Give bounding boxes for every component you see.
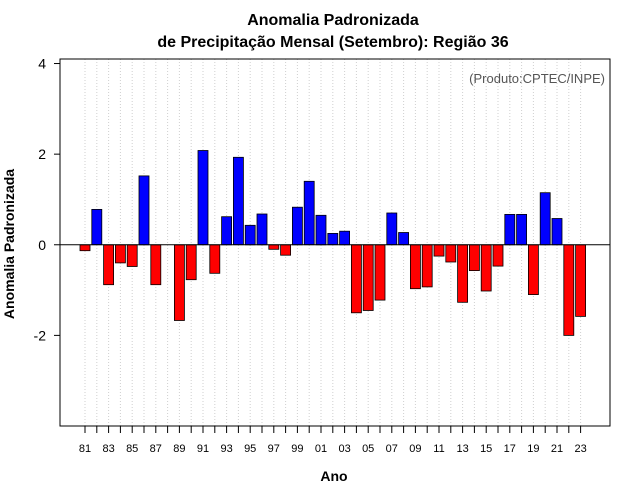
bar-01	[315, 214, 327, 246]
bars	[79, 150, 586, 336]
bar-97	[268, 244, 280, 250]
plot-area-frame	[59, 58, 611, 427]
x-tick-label: 81	[79, 443, 91, 455]
y-tick-label: 4	[38, 56, 46, 72]
x-axis-label: Ano	[320, 468, 347, 484]
bar-94	[232, 156, 244, 246]
bar-09	[409, 244, 421, 290]
bar-99	[291, 206, 303, 246]
bar-84	[115, 244, 126, 264]
x-tick-label: 85	[126, 443, 138, 455]
y-tick-label: 2	[38, 146, 46, 162]
bar-98	[280, 244, 292, 256]
x-tick-label: 83	[102, 443, 114, 455]
bar-96	[256, 213, 268, 246]
y-axis-label: Anomalia Padronizada	[1, 169, 17, 319]
bar-07	[386, 212, 398, 246]
bar-11	[433, 244, 445, 257]
bar-92	[209, 244, 221, 274]
x-tick-label: 97	[268, 443, 280, 455]
bar-86	[138, 175, 150, 246]
bar-90	[185, 244, 197, 281]
x-tick-label: 09	[409, 443, 421, 455]
chart-title-line1: Anomalia Padronizada	[247, 12, 419, 29]
x-tick-label: 19	[527, 443, 539, 455]
x-tick-label: 87	[150, 443, 162, 455]
bar-85	[126, 244, 138, 267]
x-tick-label: 17	[504, 443, 516, 455]
x-tick-label: 89	[173, 443, 185, 455]
bar-83	[103, 244, 114, 286]
bar-95	[244, 224, 256, 246]
bar-10	[421, 244, 433, 288]
bar-04	[350, 244, 362, 314]
x-tick-label: 13	[456, 443, 468, 455]
bar-87	[150, 244, 162, 286]
bar-81	[79, 244, 91, 252]
bar-93	[221, 216, 233, 246]
bar-18	[516, 213, 527, 246]
x-tick-label: 95	[244, 443, 256, 455]
bar-15	[480, 244, 492, 292]
x-tick-label: 93	[220, 443, 232, 455]
bar-21	[551, 218, 563, 246]
x-tick-label: 23	[574, 443, 586, 455]
bar-05	[362, 244, 374, 311]
bar-16	[492, 244, 504, 267]
x-tick-label: 05	[362, 443, 374, 455]
bar-00	[303, 180, 315, 246]
bar-12	[445, 244, 457, 263]
bar-02	[327, 232, 339, 246]
bar-03	[339, 230, 351, 246]
x-tick-label: 03	[338, 443, 350, 455]
x-tick-label: 21	[551, 443, 563, 455]
x-tick-label: 07	[386, 443, 398, 455]
x-axis: 81 83 85 87 89 91 93 95 97 99 01 03 05 07 09 11 13 15 17 19…	[79, 426, 587, 455]
y-tick-label: -2	[34, 327, 47, 343]
bar-13	[457, 244, 469, 303]
chart-title-line2: de Precipitação Mensal (Setembro): Regiã…	[157, 34, 508, 51]
bar-17	[504, 213, 516, 246]
x-tick-label: 99	[291, 443, 303, 455]
y-tick-label: 0	[38, 237, 46, 253]
bar-06	[374, 244, 386, 301]
bar-22	[563, 244, 575, 336]
x-tick-label: 11	[433, 443, 444, 455]
bar-20	[539, 192, 551, 246]
source-annotation: (Produto:CPTEC/INPE)	[469, 71, 605, 86]
bar-23	[575, 244, 586, 317]
x-tick-label: 15	[480, 443, 492, 455]
bar-91	[197, 150, 209, 246]
bar-08	[398, 232, 410, 246]
bar-14	[468, 244, 480, 272]
bar-82	[91, 208, 103, 246]
x-tick-label: 01	[315, 443, 327, 455]
bar-19	[528, 244, 539, 296]
x-tick-label: 91	[197, 443, 209, 455]
y-axis: 4 2 0 -2	[34, 56, 60, 343]
bar-89	[173, 244, 185, 321]
